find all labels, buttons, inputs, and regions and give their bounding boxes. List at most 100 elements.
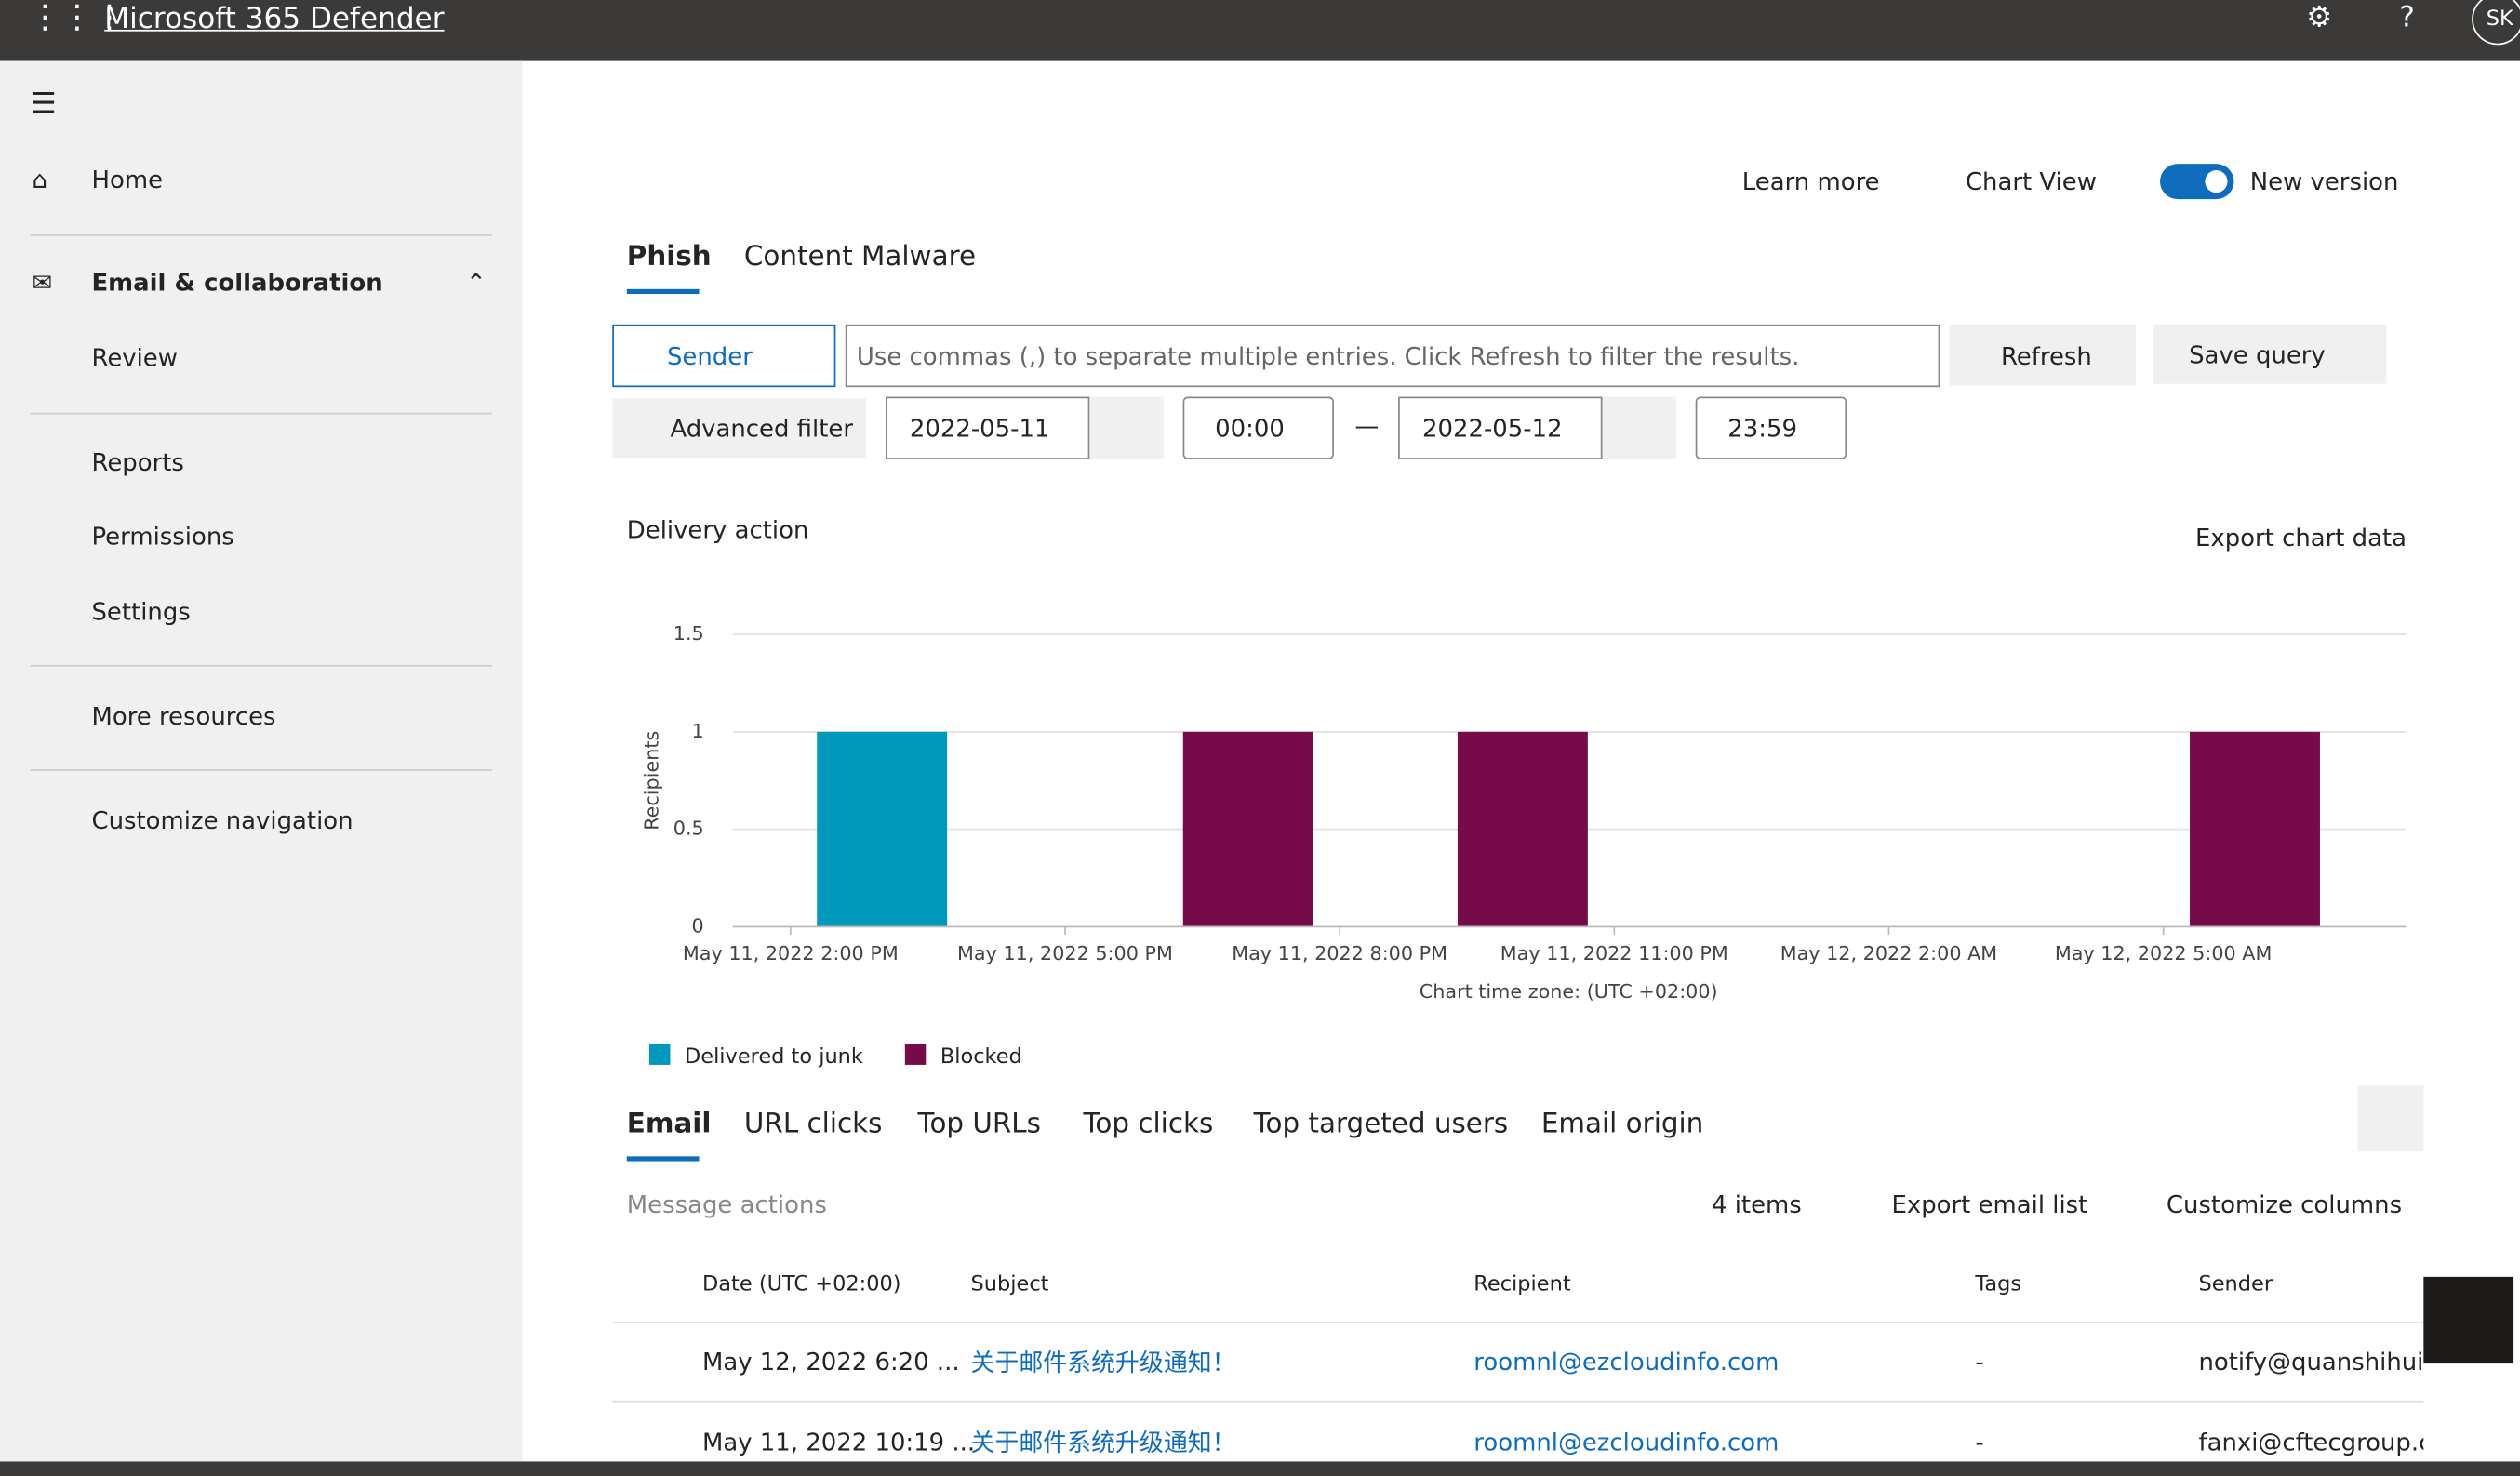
range-dash: — xyxy=(1354,411,1380,441)
tab[interactable]: Phish xyxy=(626,241,712,273)
end-date-input[interactable] xyxy=(1398,396,1603,459)
cell-sender: notify@quanshihuiy xyxy=(2198,1347,2424,1376)
nav-icon: ✉ xyxy=(32,268,53,298)
nav-item[interactable]: Email & collaboration xyxy=(91,268,383,298)
calendar-button[interactable] xyxy=(1089,396,1164,459)
cell-tags: - xyxy=(1975,1428,1984,1457)
advanced-filter-label: Advanced filter xyxy=(670,414,853,444)
nav-item[interactable]: Customize navigation xyxy=(91,805,353,835)
cell-subject[interactable]: 关于邮件系统升级通知！ xyxy=(970,1429,1236,1458)
end-time: 23:59 xyxy=(1727,414,1797,444)
nav-toggle[interactable]: ☰ xyxy=(30,87,57,122)
cell-date: May 12, 2022 6:20 ... xyxy=(701,1347,960,1376)
x-tick-label: May 12, 2022 2:00 AM xyxy=(1780,942,1997,964)
legend-swatch xyxy=(648,1044,671,1065)
tab[interactable]: Email xyxy=(626,1108,712,1141)
x-tick-label: May 11, 2022 2:00 PM xyxy=(683,942,899,964)
y-tick-label: 0 xyxy=(692,914,704,937)
column-header[interactable]: Sender xyxy=(2198,1272,2273,1297)
field-dropdown[interactable] xyxy=(612,324,836,388)
x-tick-label: May 12, 2022 5:00 AM xyxy=(2055,942,2272,964)
bar xyxy=(1457,731,1588,927)
pivot-dropdown[interactable]: Delivery action xyxy=(626,515,809,545)
nav-divider xyxy=(30,769,492,771)
tab[interactable]: URL clicks xyxy=(743,1108,883,1141)
column-header[interactable]: Recipient xyxy=(1473,1272,1571,1297)
customize-columns[interactable]: Customize columns xyxy=(2166,1190,2403,1219)
tab[interactable]: Top URLs xyxy=(917,1108,1041,1141)
avatar[interactable] xyxy=(2472,0,2520,46)
learn-more[interactable]: Learn more xyxy=(1741,166,1880,196)
feedback-button[interactable] xyxy=(2423,1276,2514,1364)
export-list[interactable]: Export email list xyxy=(1891,1190,2088,1219)
tab-underline xyxy=(626,1156,700,1162)
advanced-filter-button[interactable] xyxy=(612,398,867,459)
app-title[interactable]: Microsoft 365 Defender xyxy=(104,2,445,36)
taskbar xyxy=(0,1461,2520,1476)
tab[interactable]: Content Malware xyxy=(743,241,977,273)
cell-recipient[interactable]: roomnl@ezcloudinfo.com xyxy=(1473,1428,1780,1457)
help-icon[interactable]: ? xyxy=(2399,0,2415,35)
app-launcher[interactable]: ⋮⋮⋮ xyxy=(29,0,126,35)
placeholder: Use commas (,) to separate multiple entr… xyxy=(856,341,1800,371)
nav-item[interactable]: Home xyxy=(91,165,164,194)
y-axis-title: Recipients xyxy=(640,731,662,831)
start-date-input[interactable] xyxy=(885,396,1090,459)
export-chart[interactable]: Export chart data xyxy=(2195,523,2407,553)
nav-item[interactable]: Reports xyxy=(91,447,184,477)
cell-date: May 11, 2022 10:19 ... xyxy=(701,1428,976,1457)
column-header[interactable]: Tags xyxy=(1975,1272,2022,1297)
cell-subject[interactable]: 关于邮件系统升级通知！ xyxy=(970,1348,1236,1377)
nav-divider xyxy=(30,412,492,415)
x-tick-label: May 11, 2022 11:00 PM xyxy=(1500,942,1728,964)
x-tick-label: May 11, 2022 8:00 PM xyxy=(1232,942,1447,964)
legend-label: Blocked xyxy=(940,1044,1022,1069)
expand-icon[interactable]: ⌃ xyxy=(466,268,487,298)
column-header[interactable]: Subject xyxy=(970,1272,1049,1297)
x-tick-label: May 11, 2022 5:00 PM xyxy=(957,942,1173,964)
nav-item[interactable]: Review xyxy=(91,343,178,373)
user-initials: SK xyxy=(2486,7,2513,32)
bar xyxy=(2190,731,2320,927)
y-tick-label: 0.5 xyxy=(673,818,704,840)
expand-button[interactable] xyxy=(2357,1085,2424,1152)
chart-view[interactable]: Chart View xyxy=(1965,166,2097,196)
search-input[interactable] xyxy=(845,324,1940,388)
column-header[interactable]: Date (UTC +02:00) xyxy=(701,1272,901,1297)
nav-pane xyxy=(0,60,523,1476)
nav-icon: ⌂ xyxy=(32,165,48,194)
tab[interactable]: Top clicks xyxy=(1083,1108,1214,1141)
end-time-dropdown[interactable] xyxy=(1695,396,1847,459)
save-query-label: Save query xyxy=(2189,340,2326,370)
top-bar xyxy=(0,0,2520,61)
field-label: Sender xyxy=(666,341,753,371)
tab[interactable]: Email origin xyxy=(1540,1108,1704,1141)
tab[interactable]: Top targeted users xyxy=(1253,1108,1509,1141)
nav-item[interactable]: Permissions xyxy=(91,522,234,552)
start-time: 00:00 xyxy=(1215,414,1285,444)
start-time-dropdown[interactable] xyxy=(1182,396,1334,459)
end-date: 2022-05-12 xyxy=(1421,414,1563,444)
tab-underline xyxy=(626,288,700,295)
refresh-button[interactable] xyxy=(1949,324,2137,386)
cell-recipient[interactable]: roomnl@ezcloudinfo.com xyxy=(1473,1347,1780,1376)
bar xyxy=(817,731,948,927)
nav-divider xyxy=(30,664,492,667)
row-divider xyxy=(612,1400,2424,1403)
settings-icon[interactable]: ⚙ xyxy=(2306,0,2333,35)
nav-item[interactable]: More resources xyxy=(91,701,276,731)
nav-divider xyxy=(30,234,492,236)
row-divider xyxy=(612,1322,2424,1323)
nav-item[interactable]: Settings xyxy=(91,597,191,627)
toggle[interactable] xyxy=(2160,164,2234,200)
message-actions[interactable]: Message actions xyxy=(626,1190,827,1219)
refresh-label: Refresh xyxy=(2000,341,2092,371)
save-query-button[interactable] xyxy=(2153,324,2387,384)
start-date: 2022-05-11 xyxy=(909,414,1050,444)
item-count: 4 items xyxy=(1711,1190,1802,1219)
cell-sender: fanxi@cftecgroup.c xyxy=(2198,1428,2424,1457)
calendar-button[interactable] xyxy=(1602,396,1676,459)
